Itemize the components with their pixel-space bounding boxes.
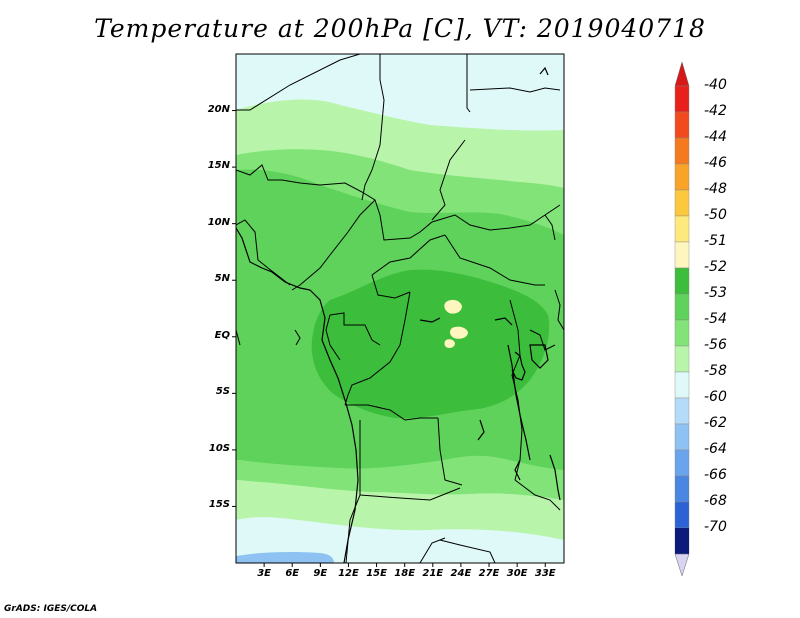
colorbar-band: [674, 449, 690, 477]
colorbar-bottom-arrow: [674, 553, 690, 577]
colorbar-label: -60: [704, 389, 727, 405]
colorbar-label: -48: [704, 181, 727, 197]
x-tick-label: 30E: [506, 568, 528, 579]
colorbar-bottom-band: [675, 528, 689, 554]
coastlines-lakes: [236, 66, 561, 563]
x-tick-label: 6E: [285, 568, 300, 579]
x-tick-label: 21E: [422, 568, 444, 579]
y-tick-label: 5N: [214, 273, 230, 285]
x-tick-label: 33E: [534, 568, 556, 579]
chart-title: Temperature at 200hPa [C], VT: 201904071…: [94, 14, 706, 43]
field-pale-yellow: [449, 326, 468, 339]
axis-ticks: [232, 110, 546, 567]
y-tick-label: EQ: [214, 329, 230, 341]
field-dark-green: [311, 269, 550, 419]
colorbar-label: -70: [704, 519, 727, 535]
colorbar-band: [674, 293, 690, 321]
y-tick-label: 10S: [208, 442, 230, 454]
colorbar-label: -56: [704, 337, 727, 353]
x-tick-label: 24E: [450, 568, 472, 579]
map-frame: [235, 53, 565, 564]
y-tick-label: 10N: [207, 216, 230, 228]
x-tick-label: 3E: [257, 568, 271, 579]
y-tick-label: 15N: [207, 160, 230, 172]
colorbar-band: [674, 189, 690, 217]
colorbar-label: -52: [704, 259, 727, 275]
colorbar-label: -68: [704, 493, 727, 509]
field-pale-yellow: [444, 339, 455, 348]
x-tick-label: 12E: [338, 568, 359, 579]
colorbar-band: [674, 241, 690, 269]
colorbar-label: -54: [704, 311, 727, 327]
colorbar-band: [674, 423, 690, 451]
field-light-blue: [236, 552, 334, 563]
colorbar-band: [674, 163, 690, 191]
colorbar-band: [674, 111, 690, 139]
colorbar-band: [674, 267, 690, 295]
colorbar-top-arrow: [674, 61, 690, 87]
map-field: [236, 54, 564, 563]
colorbar-label: -58: [704, 363, 727, 379]
colorbar-band: [674, 397, 690, 425]
colorbar-band: [674, 371, 690, 399]
colorbar-label: -64: [704, 441, 727, 457]
colorbar-label: -66: [704, 467, 727, 483]
colorbar-band: [674, 501, 690, 529]
x-tick-label: 9E: [313, 568, 328, 579]
x-tick-label: 15E: [366, 568, 387, 579]
colorbar-label: -50: [704, 207, 727, 223]
y-tick-label: 5S: [215, 386, 230, 398]
colorbar: [674, 61, 690, 577]
field-pale-yellow: [444, 299, 462, 314]
x-tick-label: 18E: [394, 568, 416, 579]
colorbar-band: [674, 85, 690, 113]
y-tick-label: 15S: [208, 499, 230, 511]
colorbar-band: [674, 137, 690, 165]
colorbar-label: -42: [704, 103, 727, 119]
colorbar-band: [674, 475, 690, 503]
colorbar-band: [674, 345, 690, 373]
colorbar-label: -40: [704, 77, 727, 93]
colorbar-label: -44: [704, 129, 727, 145]
colorbar-band: [674, 215, 690, 243]
footer-credit: GrADS: IGES/COLA: [4, 604, 98, 614]
colorbar-label: -62: [704, 415, 727, 431]
y-tick-label: 20N: [207, 103, 230, 115]
colorbar-label: -53: [704, 285, 727, 301]
colorbar-band: [674, 319, 690, 347]
colorbar-label: -46: [704, 155, 727, 171]
colorbar-label: -51: [704, 233, 727, 249]
x-tick-label: 27E: [478, 568, 500, 579]
